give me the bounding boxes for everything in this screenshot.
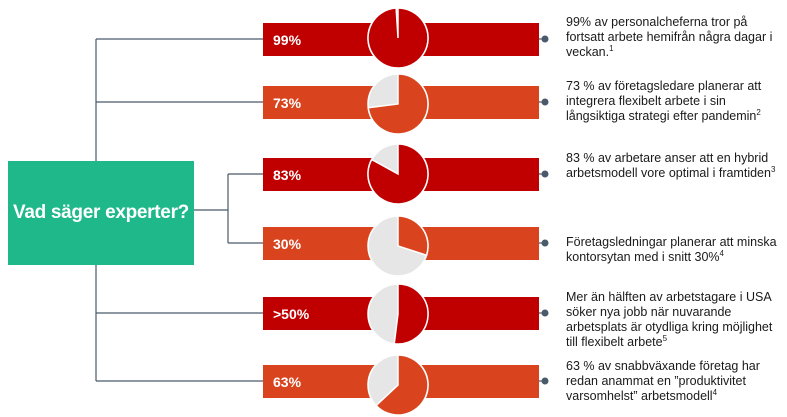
- stat-bar-label: 73%: [273, 94, 302, 111]
- stat-pie: [367, 143, 429, 205]
- pie-slice: [367, 143, 429, 205]
- stat-description-text: 83 % av arbetare anser att en hybrid arb…: [566, 151, 771, 180]
- footnote-marker: 2: [756, 107, 761, 117]
- stat-description: 73 % av företagsledare planerar att inte…: [566, 79, 786, 124]
- stat-pie: [367, 354, 429, 416]
- connector-dot: [541, 35, 549, 43]
- stat-description-text: 73 % av företagsledare planerar att inte…: [566, 79, 762, 123]
- connector-dot: [541, 377, 549, 385]
- stat-description: Företagsledningar planerar att minska ko…: [566, 235, 786, 265]
- pie-slice: [367, 73, 429, 135]
- pie-slice: [397, 215, 429, 257]
- footnote-marker: 3: [770, 164, 776, 174]
- connector-dot: [541, 309, 549, 317]
- stat-description-text: Mer än hälften av arbetstagare i USA sök…: [566, 290, 773, 349]
- stat-pie: [367, 283, 429, 345]
- stat-bar-label: >50%: [273, 305, 310, 322]
- pie-slice: [367, 7, 429, 69]
- title-box: Vad säger experter?: [8, 161, 194, 265]
- stat-description: 63 % av snabbväxande företag har redan a…: [566, 359, 786, 404]
- stat-description: 99% av personalcheferna tror på fortsatt…: [566, 15, 786, 60]
- stat-pie: [367, 73, 429, 135]
- stat-bar-label: 83%: [273, 166, 302, 183]
- footnote-marker: 5: [662, 333, 668, 343]
- connector-dot: [541, 170, 549, 178]
- stat-pie: [367, 215, 429, 277]
- stat-bar-label: 30%: [273, 235, 302, 252]
- footnote-marker: 4: [712, 387, 718, 397]
- stat-description: Mer än hälften av arbetstagare i USA sök…: [566, 290, 786, 350]
- connector-dot: [541, 239, 549, 247]
- footnote-marker: 1: [609, 43, 614, 53]
- title-text: Vad säger experter?: [13, 202, 189, 223]
- pie-slice: [393, 283, 429, 345]
- stat-description-text: Företagsledningar planerar att minska ko…: [566, 235, 777, 264]
- stat-bar-label: 63%: [273, 373, 302, 390]
- stat-description-text: 63 % av snabbväxande företag har redan a…: [566, 359, 760, 403]
- connector-dot: [541, 98, 549, 106]
- stat-description: 83 % av arbetare anser att en hybrid arb…: [566, 151, 786, 181]
- stat-description-text: 99% av personalcheferna tror på fortsatt…: [566, 15, 773, 59]
- footnote-marker: 4: [719, 248, 724, 258]
- stat-bar-label: 99%: [273, 31, 302, 48]
- stat-pie: [367, 7, 429, 69]
